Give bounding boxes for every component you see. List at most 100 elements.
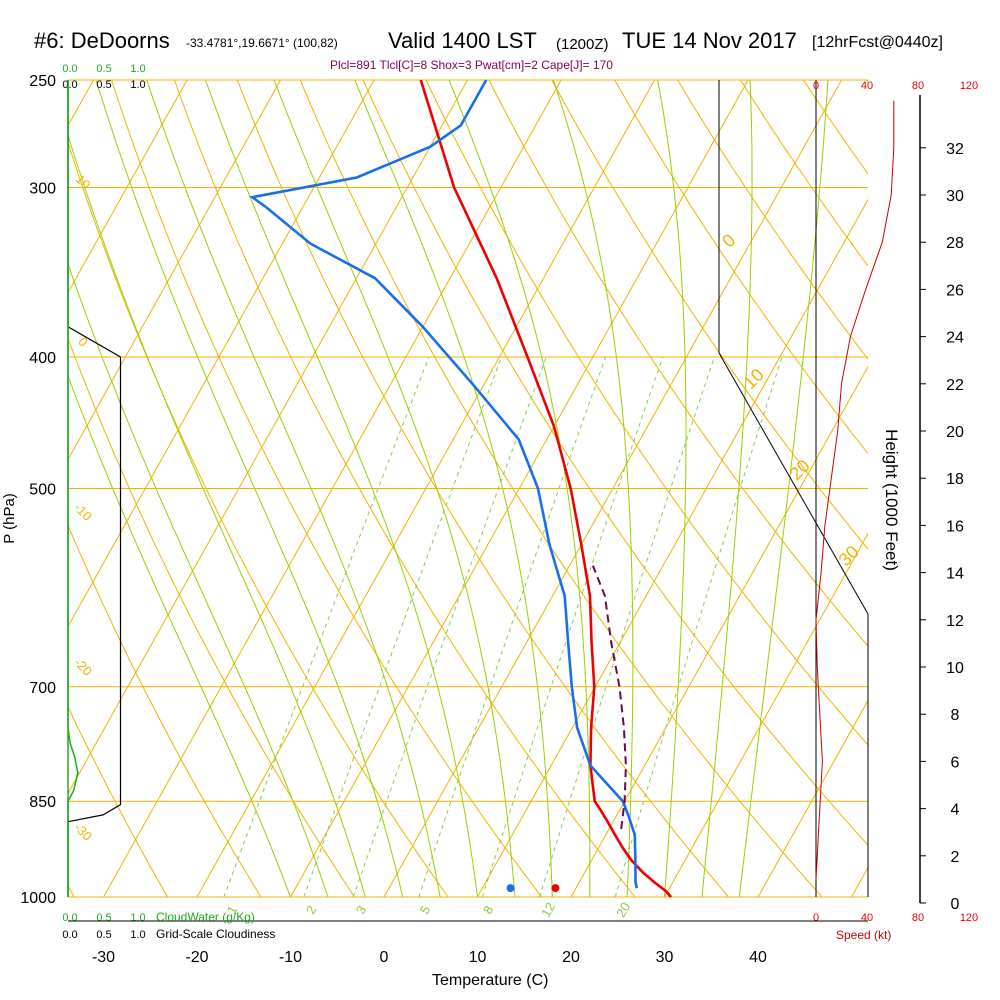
surface-dewpoint-dot	[506, 884, 515, 893]
speed-tick-top: 0	[813, 80, 819, 92]
cloudwater-tick-bottom: 0.5	[96, 912, 111, 924]
dry-adiabat-line	[68, 705, 168, 897]
moist-adiabat-line	[657, 80, 687, 897]
height-tick-label: 20	[946, 424, 964, 441]
moist-adiabat-line	[68, 262, 329, 897]
height-tick-label: 28	[946, 235, 964, 252]
dry-adiabat-label: 0	[75, 334, 91, 350]
height-axis-label: Height (1000 Feet)	[881, 429, 901, 571]
cloudiness-label: Grid-Scale Cloudiness	[156, 927, 276, 941]
cloudiness-tick-top: 0.0	[62, 79, 77, 91]
mixing-ratio-line	[418, 356, 607, 897]
moist-adiabat-line	[738, 80, 829, 897]
moist-adiabat-line	[448, 80, 591, 897]
wind-speed-panel	[718, 80, 921, 903]
height-tick-label: 2	[951, 849, 960, 866]
height-tick-label: 30	[946, 188, 964, 205]
pressure-tick-label: 250	[29, 73, 56, 90]
dry-adiabat-line	[992, 80, 1000, 897]
speed-tick-top: 40	[861, 80, 873, 92]
height-tick-label: 26	[946, 282, 964, 299]
dry-adiabat-line	[68, 337, 355, 897]
dewpoint-line	[249, 79, 639, 889]
mixing-ratio-label: 2	[303, 903, 320, 917]
temperature-tick-label: -10	[279, 949, 302, 966]
dry-adiabat-label: -20	[71, 655, 95, 679]
cloudwater-label: CloudWater (g/Kg)	[156, 910, 255, 924]
station-coords: -33.4781°,19.6671° (100,82)	[186, 36, 338, 50]
height-tick-label: 12	[946, 613, 964, 630]
mixing-ratio-label: 8	[480, 903, 497, 917]
zulu-time: (1200Z)	[556, 36, 609, 53]
pressure-tick-label: 300	[29, 180, 56, 197]
height-tick-label: 8	[951, 707, 960, 724]
speed-tick-bottom: 40	[861, 912, 873, 924]
pressure-tick-label: 1000	[20, 890, 56, 907]
mixing-ratio-line	[539, 356, 715, 897]
height-tick-label: 16	[946, 518, 964, 535]
speed-label: Speed (kt)	[836, 928, 892, 942]
speed-tick-bottom: 120	[960, 912, 978, 924]
dry-adiabat-line	[362, 80, 868, 846]
profiles	[67, 79, 895, 898]
mixing-ratio-line	[481, 356, 664, 897]
temperature-tick-label: 20	[562, 949, 580, 966]
cloudiness-tick-top: 1.0	[130, 79, 145, 91]
dry-adiabat-line	[488, 80, 868, 647]
x-axis-label: Temperature (C)	[432, 972, 549, 989]
temperature-tick-label: 40	[749, 949, 767, 966]
dry-adiabat-line	[68, 141, 449, 897]
temperature-tick-label: 30	[656, 949, 674, 966]
cloudwater-tick-top: 0.0	[62, 63, 77, 75]
sounding-params: Plcl=891 Tlcl[C]=8 Shox=3 Pwat[cm]=2 Cap…	[330, 58, 613, 72]
mixing-ratio-label: 3	[353, 903, 370, 917]
pressure-tick-label: 850	[29, 794, 56, 811]
height-tick-label: 6	[951, 754, 960, 771]
wind-speed-profile	[815, 100, 895, 880]
thermo-grid	[68, 79, 1000, 898]
forecast-info: [12hrFcst@0440z]	[812, 34, 943, 51]
isotherm-line	[68, 80, 281, 461]
panel-diagonal	[718, 352, 869, 615]
isotherm-label: 30	[835, 542, 863, 570]
dry-adiabat-line	[425, 80, 868, 746]
temperature-tick-label: 10	[469, 949, 487, 966]
temperature-line	[419, 79, 672, 898]
cloudiness-profile	[67, 80, 122, 897]
dry-adiabat-line	[551, 80, 868, 550]
dry-adiabat-label: -30	[71, 820, 95, 844]
cloudwater-tick-top: 0.5	[96, 63, 111, 75]
speed-tick-bottom: 80	[912, 912, 924, 924]
dry-adiabat-line	[677, 80, 868, 360]
dry-adiabat-line	[68, 524, 262, 897]
height-tick-label: 14	[946, 566, 964, 583]
parcel-line	[591, 565, 627, 830]
height-tick-label: 4	[951, 802, 960, 819]
isotherm-label: 0	[718, 230, 739, 251]
moist-adiabat-line	[68, 374, 291, 897]
dry-adiabat-line	[173, 80, 636, 897]
mixing-ratio-label: 12	[538, 900, 558, 920]
moist-adiabat-line	[68, 136, 366, 897]
height-tick-label: 18	[946, 471, 964, 488]
pressure-tick-label: 500	[29, 482, 56, 499]
height-tick-label: 22	[946, 377, 964, 394]
cloudwater-tick-top: 1.0	[130, 63, 145, 75]
pressure-tick-label: 700	[29, 680, 56, 697]
isotherm-label: 10	[740, 365, 768, 393]
mixing-ratio-line	[614, 356, 783, 897]
height-tick-label: 32	[946, 141, 964, 158]
moist-adiabat-line	[204, 80, 478, 897]
isotherm-line	[68, 80, 188, 294]
moist-adiabat-line	[354, 80, 553, 897]
chart-header: #6: DeDoorns -33.4781°,19.6671° (100,82)…	[0, 0, 1000, 72]
cloudwater-tick-bottom: 1.0	[130, 912, 145, 924]
y-axis-label: P (hPa)	[0, 493, 18, 544]
cloudiness-tick-bottom: 0.0	[62, 929, 77, 941]
temperature-tick-label: -20	[185, 949, 208, 966]
dry-adiabat-line	[111, 80, 542, 897]
station-title: #6: DeDoorns	[34, 28, 170, 53]
height-tick-label: 24	[946, 330, 964, 347]
speed-tick-top: 120	[960, 80, 978, 92]
